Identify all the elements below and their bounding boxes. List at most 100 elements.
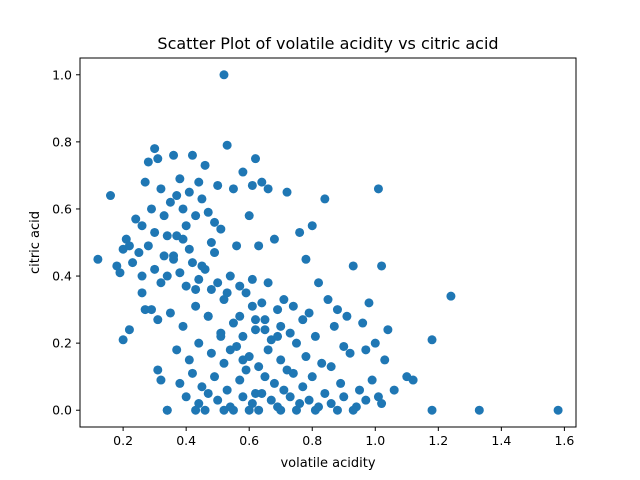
chart-title: Scatter Plot of volatile acidity vs citr… xyxy=(157,34,498,53)
scatter-point xyxy=(361,395,371,405)
scatter-point xyxy=(329,321,339,331)
scatter-point xyxy=(266,395,276,405)
scatter-point xyxy=(238,167,248,177)
scatter-point xyxy=(150,144,160,154)
scatter-point xyxy=(178,204,188,214)
scatter-point xyxy=(254,405,264,415)
scatter-point xyxy=(263,278,273,288)
scatter-point xyxy=(178,321,188,331)
scatter-point xyxy=(260,315,270,325)
scatter-point xyxy=(285,328,295,338)
scatter-point xyxy=(222,288,232,298)
scatter-point xyxy=(260,372,270,382)
scatter-point xyxy=(339,392,349,402)
scatter-point xyxy=(238,392,248,402)
y-axis-label: citric acid xyxy=(28,211,43,274)
scatter-point xyxy=(162,405,172,415)
scatter-point xyxy=(345,348,355,358)
scatter-point xyxy=(254,362,264,372)
scatter-point xyxy=(260,325,270,335)
scatter-point xyxy=(225,271,235,281)
scatter-point xyxy=(178,234,188,244)
axes-frame xyxy=(79,57,577,428)
scatter-point xyxy=(206,284,216,294)
scatter-point xyxy=(370,338,380,348)
x-tick-label: 0.2 xyxy=(113,433,133,448)
scatter-point xyxy=(162,231,172,241)
scatter-point xyxy=(228,318,238,328)
scatter-point xyxy=(273,305,283,315)
scatter-point xyxy=(219,70,229,80)
scatter-point xyxy=(257,177,267,187)
scatter-point xyxy=(241,288,251,298)
scatter-point xyxy=(282,187,292,197)
scatter-point xyxy=(474,405,484,415)
scatter-point xyxy=(348,261,358,271)
scatter-point xyxy=(332,305,342,315)
scatter-point xyxy=(307,372,317,382)
scatter-point xyxy=(137,288,147,298)
scatter-point xyxy=(93,254,103,264)
scatter-point xyxy=(263,184,273,194)
scatter-point xyxy=(106,191,116,201)
scatter-point xyxy=(175,268,185,278)
scatter-point xyxy=(377,261,387,271)
scatter-point xyxy=(222,140,232,150)
scatter-point xyxy=(191,284,201,294)
y-axis-ticks: 0.0 0.2 0.4 0.6 0.8 1.0 xyxy=(52,67,80,418)
scatter-point xyxy=(301,254,311,264)
data-points xyxy=(93,70,563,415)
scatter-point xyxy=(276,405,286,415)
scatter-point xyxy=(191,211,201,221)
scatter-point xyxy=(197,382,207,392)
scatter-point xyxy=(140,177,150,187)
scatter-point xyxy=(383,325,393,335)
scatter-point xyxy=(222,385,232,395)
scatter-point xyxy=(200,160,210,170)
scatter-point xyxy=(254,241,264,251)
scatter-point xyxy=(169,254,179,264)
scatter-point xyxy=(213,395,223,405)
scatter-point xyxy=(143,241,153,251)
scatter-point xyxy=(320,194,330,204)
scatter-point xyxy=(206,348,216,358)
scatter-point xyxy=(184,187,194,197)
scatter-point xyxy=(367,375,377,385)
scatter-point xyxy=(235,281,245,291)
scatter-point xyxy=(140,305,150,315)
scatter-point xyxy=(156,375,166,385)
scatter-point xyxy=(156,278,166,288)
scatter-point xyxy=(115,268,125,278)
scatter-point xyxy=(187,258,197,268)
x-axis-ticks: 0.2 0.4 0.6 0.8 1.0 1.2 1.4 1.6 xyxy=(113,427,574,448)
x-tick-label: 0.8 xyxy=(302,433,322,448)
scatter-point xyxy=(317,358,327,368)
scatter-point xyxy=(216,331,226,341)
scatter-point xyxy=(364,298,374,308)
scatter-point xyxy=(165,197,175,207)
scatter-point xyxy=(336,378,346,388)
scatter-point xyxy=(225,345,235,355)
scatter-point xyxy=(213,180,223,190)
scatter-point xyxy=(121,234,131,244)
scatter-point xyxy=(153,154,163,164)
scatter-point xyxy=(244,211,254,221)
scatter-point xyxy=(200,405,210,415)
scatter-point xyxy=(219,405,229,415)
scatter-point xyxy=(146,305,156,315)
scatter-point xyxy=(181,221,191,231)
scatter-point xyxy=(304,395,314,405)
scatter-point xyxy=(244,405,254,415)
scatter-point xyxy=(228,184,238,194)
scatter-point xyxy=(206,238,216,247)
scatter-point xyxy=(427,405,437,415)
scatter-point xyxy=(238,331,248,341)
scatter-point xyxy=(162,271,172,281)
scatter-point xyxy=(228,405,238,415)
scatter-point xyxy=(184,355,194,365)
scatter-point xyxy=(194,338,204,348)
scatter-point xyxy=(247,301,257,311)
scatter-point xyxy=(380,355,390,365)
scatter-point xyxy=(169,150,179,160)
